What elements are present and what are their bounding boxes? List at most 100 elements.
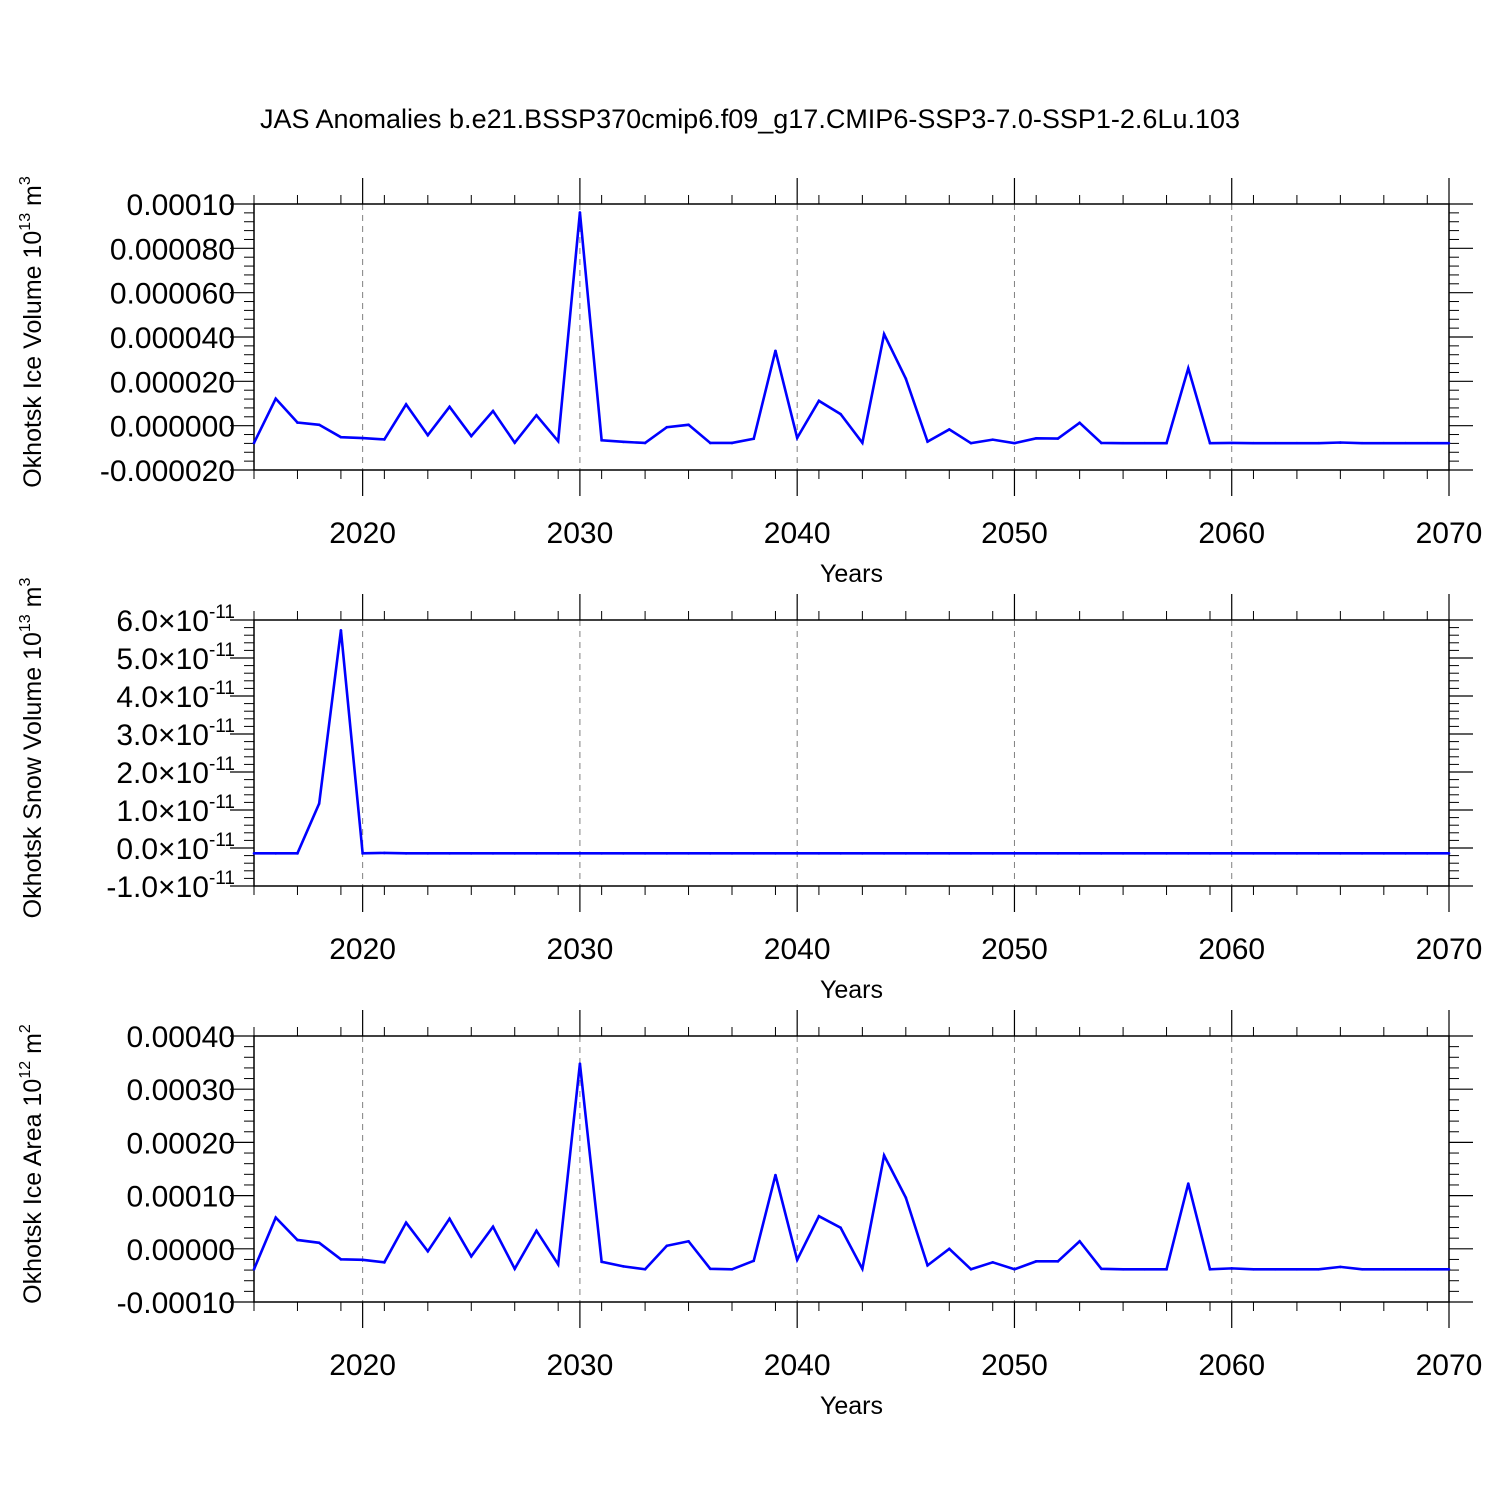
x-tick-label: 2020 [329,933,396,966]
data-point [926,852,929,855]
data-point [839,852,842,855]
data-point [687,423,690,427]
y-tick-label: 5.0×10-11 [116,640,235,676]
data-point [535,852,538,855]
data-point [600,852,603,855]
data-point [622,1265,625,1268]
data-point [317,423,321,427]
y-tick-times: × [158,871,176,904]
data-point [1447,1267,1451,1271]
data-point [1360,852,1364,855]
y-tick-label: 0.0×10-11 [116,830,235,866]
data-point [991,1261,995,1264]
data-point [774,852,777,855]
y-tick-label: 0.00020 [127,1127,235,1160]
data-point [361,436,364,440]
data-point [1317,441,1320,445]
y-tick-exponent: -11 [209,868,235,889]
data-point [404,1221,408,1224]
data-point [969,1267,973,1271]
data-point [1404,852,1407,855]
data-point [1339,441,1342,444]
y-axis-label-ylabel: Okhotsk Ice Volume [19,259,47,488]
data-point [730,852,734,855]
data-point [665,425,669,429]
data-point [1295,1267,1299,1271]
data-point [296,421,299,424]
y-axis-label-ylabel: Okhotsk Snow Volume [19,660,47,918]
x-tick-label: 2020 [329,517,396,550]
x-tick-label: 2050 [981,517,1048,550]
data-point [1056,437,1060,440]
data-point [383,851,386,855]
data-point [1404,441,1407,445]
x-axis-label: Years [820,976,883,1004]
y-axis-label-yunit-tail-exp: 3 [17,176,34,185]
data-point [708,441,712,445]
y-axis-label-yunit-tail: m [19,587,47,615]
y-axis-label-yunit-tail-exp: 2 [17,1024,34,1033]
y-axis-label-yunit-exp: 12 [17,1061,34,1079]
data-point [1056,852,1060,855]
data-point [1078,1239,1081,1243]
data-point [1339,852,1342,855]
data-point [556,439,560,443]
plot-frame [253,1035,1450,1303]
panel-ice-area: 2020 2030 2040 2050 2060 2070 -0.00010 0.00000 0… [17,1010,1482,1420]
y-tick-mantissa: 1.0 [116,795,158,828]
data-point [1273,441,1277,445]
y-tick-mantissa: -1.0 [106,871,158,904]
data-point [578,1062,582,1065]
y-axis-label: Okhotsk Ice Area 1012 m2 [17,1024,47,1304]
data-point [1295,852,1299,855]
y-tick-times: × [158,643,176,676]
data-point [687,1239,690,1243]
data-point [1382,1267,1386,1271]
y-tick-label: 3.0×10-11 [116,716,235,752]
data-point [795,852,799,855]
data-point [904,377,908,380]
figure-title: JAS Anomalies b.e21.BSSP370cmip6.f09_g17… [259,104,1241,134]
data-point [448,852,451,855]
data-point [882,852,886,855]
y-axis-label: Okhotsk Snow Volume 1013 m3 [17,578,47,919]
y-tick-label: 0.000080 [110,233,235,266]
y-tick-times: × [158,719,176,752]
y-tick-label: 0.00010 [127,189,235,222]
y-tick-exponent: -11 [209,830,235,851]
data-point [1230,441,1234,445]
y-tick-exponent: -11 [209,640,235,661]
y-tick-exponent: -11 [209,792,235,813]
plot-frame [253,619,1450,887]
data-point [795,1258,799,1262]
data-point [1100,441,1103,445]
data-point [882,1154,886,1157]
data-point [1339,1265,1342,1269]
data-point [1186,852,1190,855]
data-point [882,332,886,336]
data-point [383,1261,386,1264]
y-tick-label: 0.000000 [110,411,235,444]
data-point [947,852,951,855]
data-point [861,852,864,855]
data-point [774,349,777,353]
data-point [774,1173,777,1177]
data-point [904,852,908,855]
data-point [752,437,756,441]
data-point [317,1241,321,1245]
data-point [1186,1182,1190,1185]
x-tick-label: 2060 [1198,933,1265,966]
data-point [1143,441,1147,445]
y-tick-label: 0.00040 [127,1021,235,1054]
y-tick-label: 0.000040 [110,322,235,355]
x-tick-label: 2030 [547,933,614,966]
data-point [600,438,603,442]
data-point [339,628,343,632]
data-point [252,852,256,855]
data-point [1121,1267,1125,1271]
data-point [1425,1267,1429,1271]
data-point [665,1244,669,1248]
y-tick-base: 10 [176,757,209,790]
data-point [947,428,951,431]
